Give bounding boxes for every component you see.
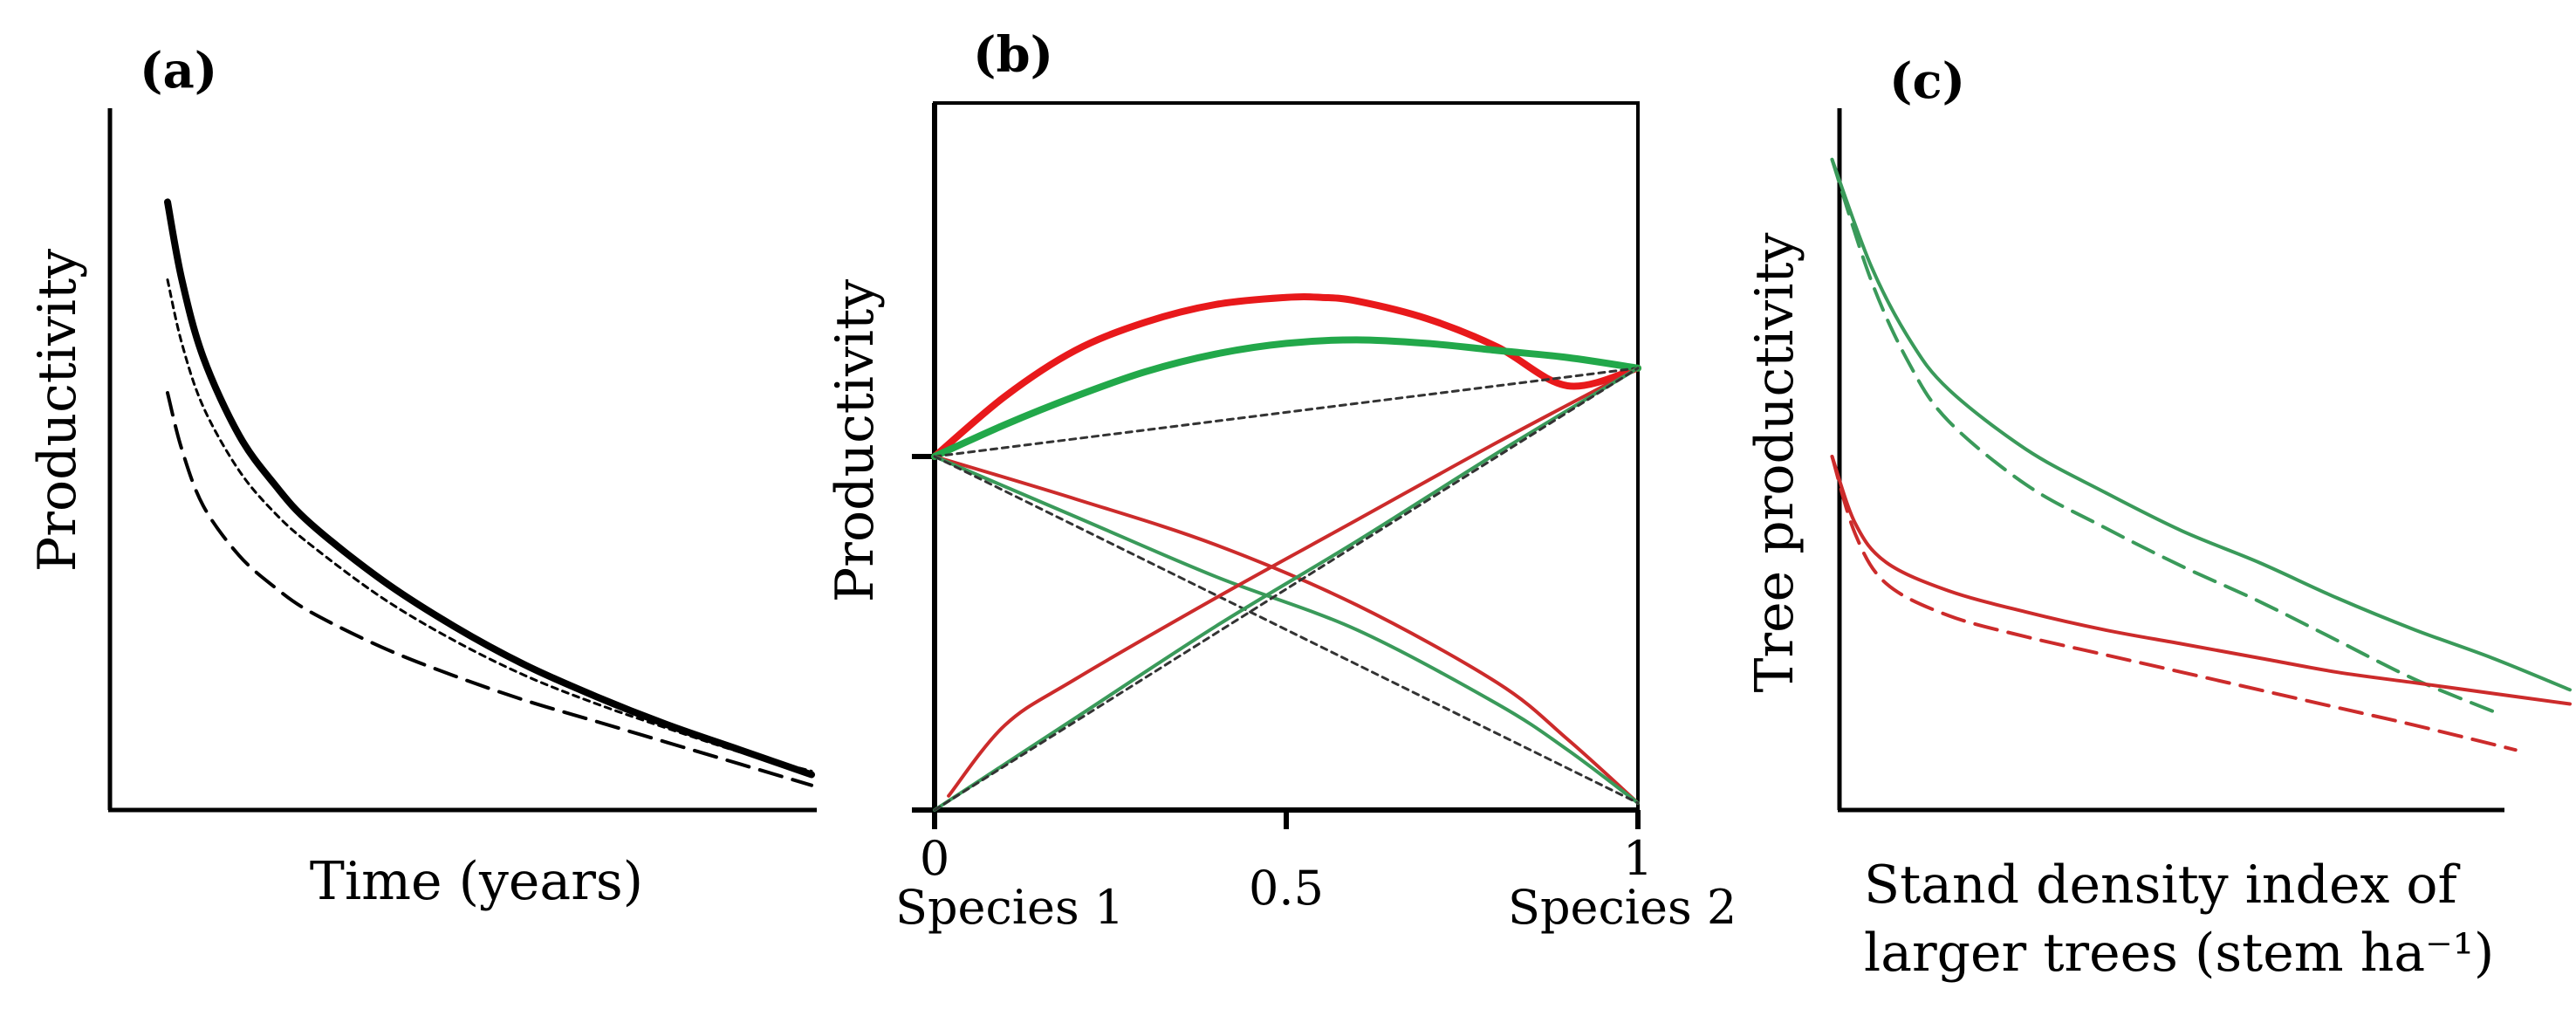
panel-c-label: (c) [1889, 52, 1965, 110]
panel-b: (b) 0 0.5 1 Species 1 Species 2 Producti… [825, 26, 1737, 935]
panel-b-species-2-label: Species 2 [1508, 880, 1737, 935]
panel-a-series-2 [166, 391, 813, 787]
panel-a-label: (a) [140, 42, 217, 100]
panel-a-series [164, 198, 815, 787]
panel-a-series-0 [164, 198, 815, 779]
panel-b-series-5 [933, 455, 1640, 805]
panel-b-series-2 [933, 367, 1640, 458]
panel-c-y-label: Tree productivity [1744, 232, 1805, 692]
panel-c-series-1 [1830, 157, 2494, 713]
panel-b-tick-label-1: 1 [1623, 831, 1653, 886]
panel-b-series-7 [933, 366, 1640, 812]
panel-b-tick-label-0: 0 [920, 831, 949, 886]
panel-b-species-1-label: Species 1 [895, 880, 1124, 935]
panel-b-label: (b) [973, 26, 1053, 84]
panel-c-series-0 [1830, 157, 2572, 692]
panel-a-series-1 [166, 278, 813, 772]
panel-c-x-label-line-1: Stand density index of [1864, 855, 2461, 916]
panel-c-series [1830, 157, 2572, 752]
panel-b-series-6 [947, 366, 1640, 798]
panel-b-ticks [912, 454, 1641, 829]
panel-b-frame [933, 101, 1640, 812]
panel-b-y-label: Productivity [825, 279, 886, 602]
panel-a-y-label: Productivity [27, 249, 88, 572]
panel-c: (c) Stand density index of larger trees … [1744, 52, 2572, 984]
panel-c-series-2 [1830, 455, 2572, 706]
panel-c-series-3 [1830, 455, 2518, 752]
panel-b-series-1 [931, 336, 1641, 460]
panel-c-x-label-line-2: larger trees (stem ha⁻¹) [1864, 923, 2494, 984]
panel-a-x-label: Time (years) [310, 851, 643, 912]
panel-b-tick-label-05: 0.5 [1249, 861, 1324, 916]
panel-b-series-3 [933, 455, 1640, 805]
panel-a: (a) Time (years) Productivity [27, 42, 817, 912]
panel-b-series [931, 292, 1641, 812]
panel-b-series-4 [933, 455, 1640, 805]
panel-b-series-8 [933, 367, 1640, 812]
